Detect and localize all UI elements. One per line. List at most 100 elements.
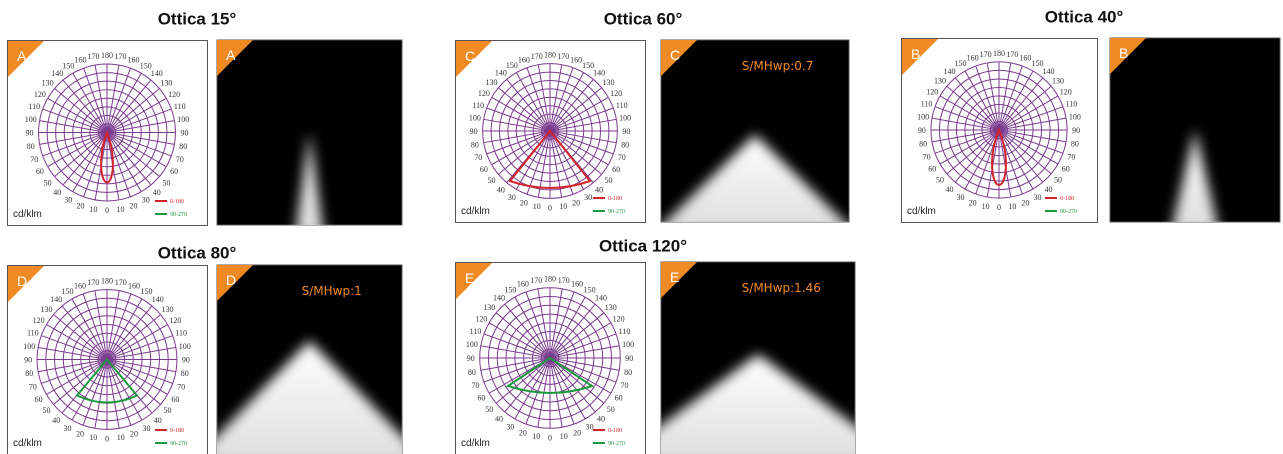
polar-spoke <box>526 130 551 195</box>
angle-label: 160 <box>128 281 140 290</box>
polar-spoke <box>39 132 108 145</box>
polar-spoke <box>53 359 108 405</box>
angle-label: 180 <box>101 277 113 286</box>
corner-letter: E <box>670 269 679 285</box>
polar-spoke <box>483 357 551 383</box>
angle-label: 170 <box>1006 50 1018 59</box>
polar-spoke <box>106 72 142 133</box>
polar-curve <box>505 356 595 394</box>
angle-label: 20 <box>572 199 580 208</box>
polar-spoke <box>549 130 585 190</box>
polar-spoke <box>549 312 605 359</box>
panel-title: Ottica 15° <box>158 9 237 28</box>
angle-label: 80 <box>471 140 479 149</box>
angle-label: 90 <box>470 127 478 136</box>
polar-spoke <box>504 303 551 359</box>
angle-label: 170 <box>558 276 570 285</box>
angle-label: 90 <box>180 129 188 138</box>
angle-label: 150 <box>62 287 74 296</box>
angle-label: 80 <box>919 139 927 148</box>
angle-label: 70 <box>177 382 185 391</box>
corner-letter: A <box>17 48 27 64</box>
polar-spoke <box>504 357 551 413</box>
angle-label: 60 <box>171 395 179 404</box>
angle-label: 40 <box>52 416 60 425</box>
polar-curve <box>75 357 139 404</box>
angle-label: 80 <box>27 142 35 151</box>
polar-spoke <box>106 359 176 373</box>
angle-label: 120 <box>610 89 622 98</box>
angle-label: 160 <box>570 55 582 64</box>
angle-label: 160 <box>74 281 86 290</box>
angle-label: 90 <box>26 129 34 138</box>
angle-label: 70 <box>474 153 482 162</box>
polar-spoke <box>549 130 617 144</box>
corner-letter: B <box>911 46 920 62</box>
polar-spoke <box>480 345 551 359</box>
polar-spoke <box>62 132 108 186</box>
polar-spoke <box>42 132 108 157</box>
angle-label: 60 <box>170 167 178 176</box>
polar-spoke <box>549 296 586 359</box>
angle-label: 120 <box>475 314 487 323</box>
beam-cone <box>217 340 402 454</box>
legend-label: 0-180 <box>608 196 622 202</box>
angle-label: 60 <box>612 165 620 174</box>
legend-label: 90-270 <box>1060 209 1077 215</box>
polar-spoke <box>549 303 596 359</box>
angle-label: 40 <box>595 185 603 194</box>
panel-title: Ottica 80° <box>158 243 237 262</box>
angle-label: 30 <box>508 193 516 202</box>
polar-spoke <box>549 79 594 132</box>
polar-spoke <box>549 118 617 132</box>
angle-label: 10 <box>89 433 97 442</box>
angle-label: 40 <box>153 188 161 197</box>
polar-spoke <box>483 130 551 144</box>
polar-spoke <box>53 314 108 360</box>
angle-label: 90 <box>622 127 630 136</box>
polar-spoke <box>106 359 173 384</box>
polar-spoke <box>998 129 1064 154</box>
polar-spoke <box>998 129 1059 165</box>
angle-label: 170 <box>531 52 543 61</box>
angle-label: 100 <box>466 340 478 349</box>
angle-label: 70 <box>618 153 626 162</box>
legend-label: 90-270 <box>170 441 187 447</box>
angle-label: 180 <box>544 51 556 60</box>
angle-label: 40 <box>53 188 61 197</box>
angle-label: 10 <box>117 433 125 442</box>
angle-label: 150 <box>504 285 516 294</box>
angle-label: 130 <box>1052 76 1064 85</box>
angle-label: 50 <box>607 405 615 414</box>
angle-label: 100 <box>23 342 35 351</box>
angle-label: 150 <box>506 61 518 70</box>
polar-spoke <box>106 88 160 133</box>
angle-label: 120 <box>478 89 490 98</box>
polar-spoke <box>41 359 108 384</box>
angle-label: 30 <box>956 193 964 202</box>
angle-label: 130 <box>486 78 498 87</box>
angle-label: 50 <box>43 406 51 415</box>
angle-label: 90 <box>24 356 32 365</box>
angle-label: 60 <box>477 394 485 403</box>
ratio-label: S/MHwp:0.7 <box>742 59 814 73</box>
angle-label: 150 <box>140 287 152 296</box>
angle-label: 110 <box>174 102 186 111</box>
polar-spoke <box>998 62 1012 131</box>
polar-spoke <box>998 70 1034 131</box>
polar-spoke <box>38 359 108 373</box>
polar-spoke <box>549 96 609 132</box>
angle-label: 70 <box>30 155 38 164</box>
unit-label: cd/klm <box>461 438 490 449</box>
angle-label: 80 <box>25 369 33 378</box>
angle-label: 10 <box>116 205 124 214</box>
polar-spoke <box>514 357 551 420</box>
angle-label: 110 <box>619 327 631 336</box>
corner-letter: D <box>226 272 236 288</box>
polar-spoke <box>549 357 620 371</box>
polar-spoke <box>537 288 551 359</box>
angle-label: 50 <box>44 178 52 187</box>
angle-label: 90 <box>625 354 633 363</box>
angle-label: 100 <box>469 114 481 123</box>
